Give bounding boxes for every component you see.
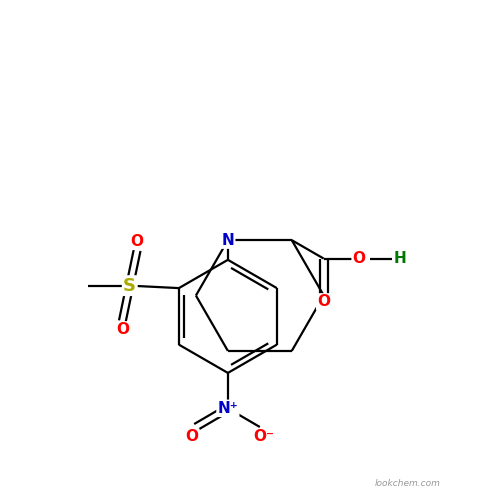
- Text: N: N: [222, 232, 234, 248]
- Text: H: H: [394, 251, 407, 266]
- Text: O: O: [186, 430, 198, 444]
- Text: lookchem.com: lookchem.com: [374, 479, 440, 488]
- Text: O: O: [130, 234, 143, 249]
- Text: O: O: [116, 322, 129, 338]
- Text: O: O: [317, 294, 330, 310]
- Text: N⁺: N⁺: [218, 401, 238, 416]
- Text: O: O: [352, 251, 366, 266]
- Text: S: S: [123, 276, 136, 294]
- Text: O⁻: O⁻: [254, 430, 274, 444]
